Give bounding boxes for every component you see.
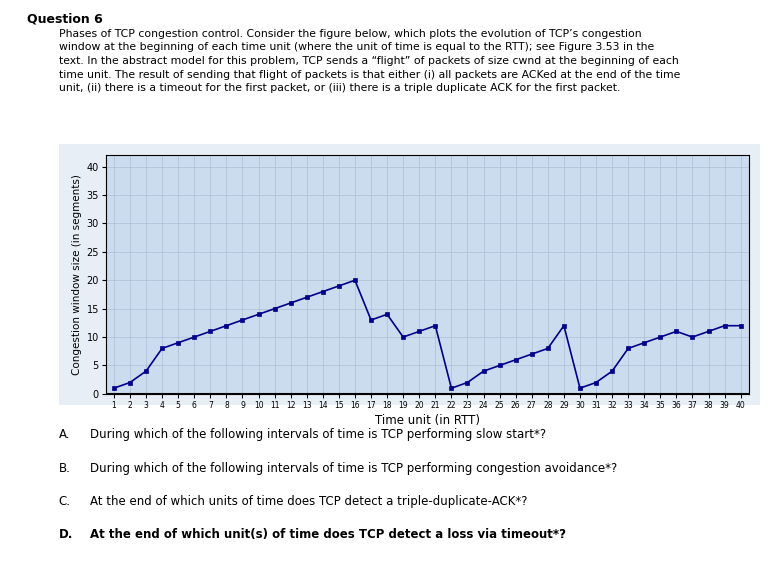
X-axis label: Time unit (in RTT): Time unit (in RTT): [375, 414, 480, 427]
Text: A.: A.: [59, 428, 71, 442]
Text: Phases of TCP congestion control. Consider the figure below, which plots the evo: Phases of TCP congestion control. Consid…: [59, 29, 681, 93]
Text: C.: C.: [59, 495, 71, 508]
Text: During which of the following intervals of time is TCP performing slow start*?: During which of the following intervals …: [90, 428, 546, 442]
Text: At the end of which unit(s) of time does TCP detect a loss via timeout*?: At the end of which unit(s) of time does…: [90, 528, 566, 542]
Text: At the end of which units of time does TCP detect a triple-duplicate-ACK*?: At the end of which units of time does T…: [90, 495, 528, 508]
Text: Question 6: Question 6: [27, 13, 103, 26]
Text: B.: B.: [59, 462, 71, 475]
Y-axis label: Congestion window size (in segments): Congestion window size (in segments): [72, 174, 82, 375]
Text: D.: D.: [59, 528, 73, 542]
Text: During which of the following intervals of time is TCP performing congestion avo: During which of the following intervals …: [90, 462, 618, 475]
